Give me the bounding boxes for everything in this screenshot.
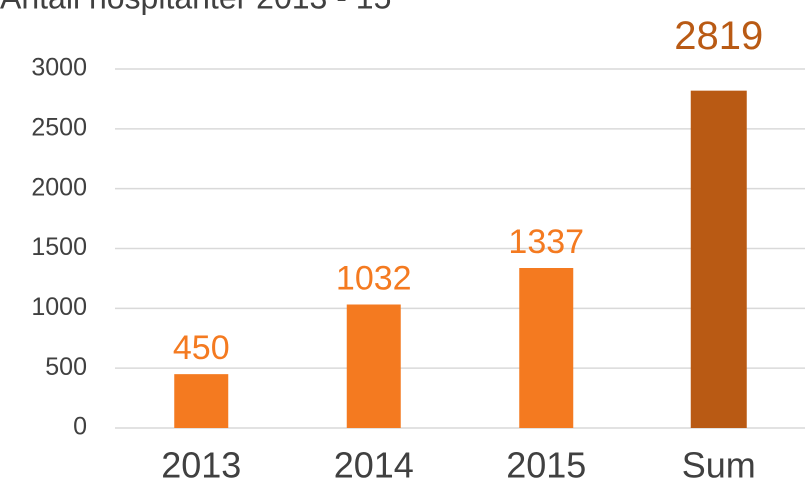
x-tick-label: 2015: [506, 445, 586, 486]
x-tick-label: 2014: [334, 445, 414, 486]
y-tick-label: 1500: [31, 233, 87, 261]
chart-title: Antall hospitanter 2013 - 15: [0, 0, 391, 15]
bar: [690, 90, 747, 428]
data-label: 1032: [336, 259, 412, 297]
y-tick-label: 3000: [31, 54, 87, 82]
y-tick-label: 2500: [31, 113, 87, 141]
data-label: 2819: [674, 14, 763, 58]
y-tick-label: 0: [73, 413, 87, 441]
bar: [174, 374, 229, 428]
y-tick-label: 500: [45, 353, 87, 381]
data-label: 450: [173, 329, 230, 367]
bar: [346, 304, 401, 428]
data-label: 1337: [508, 223, 584, 261]
x-tick-label: 2013: [161, 445, 241, 486]
y-tick-label: 2000: [31, 173, 87, 201]
x-tick-label: Sum: [682, 445, 756, 486]
bar: [519, 268, 574, 428]
y-tick-label: 1000: [31, 293, 87, 321]
